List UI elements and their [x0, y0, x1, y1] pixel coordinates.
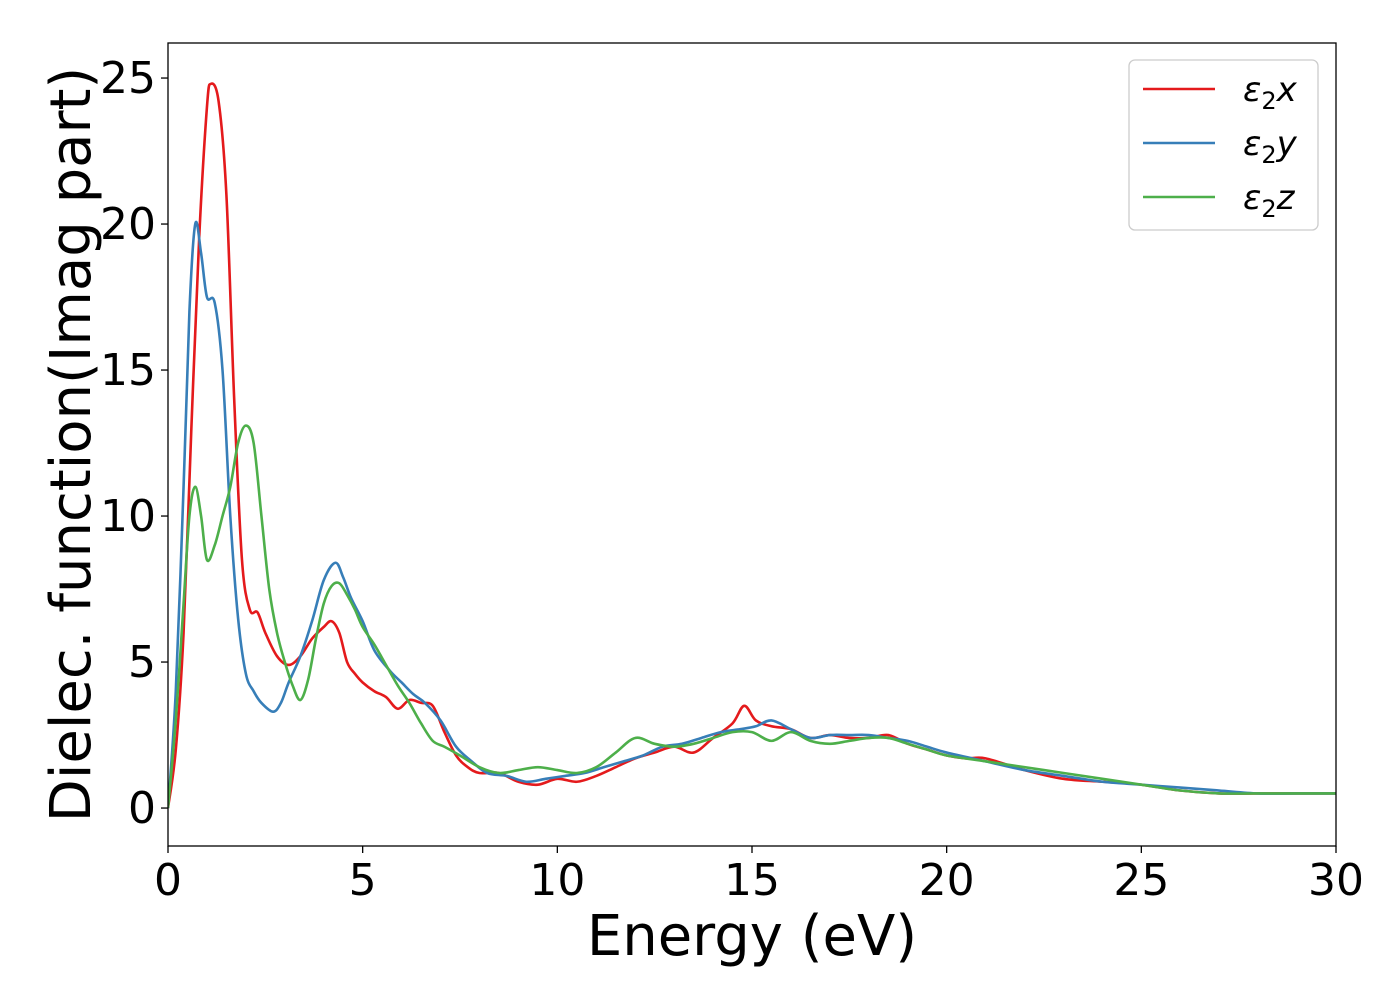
y-tick-label: 10 — [100, 491, 156, 542]
x-tick-label: 25 — [1113, 855, 1169, 906]
x-tick-label: 10 — [529, 855, 585, 906]
legend-label-x: ε2x — [1243, 70, 1298, 115]
series-line-z — [168, 424, 1336, 809]
y-axis-label: Dielec. function(Imag part) — [39, 67, 104, 823]
x-tick-label: 0 — [154, 855, 182, 906]
series-line-y — [168, 220, 1336, 809]
x-tick-label: 5 — [349, 855, 377, 906]
legend-label-y: ε2y — [1243, 124, 1298, 169]
y-tick-label: 15 — [100, 345, 156, 396]
x-axis-label: Energy (eV) — [587, 904, 917, 969]
x-axis-ticks: 0 5 10 15 20 25 30 — [154, 846, 1364, 906]
x-tick-label: 30 — [1308, 855, 1364, 906]
x-tick-label: 20 — [919, 855, 975, 906]
legend-box — [1128, 59, 1319, 231]
legend-label-z: ε2z — [1243, 178, 1296, 223]
y-axis-ticks: 0 5 10 15 20 25 — [100, 53, 168, 834]
plot-lines — [168, 82, 1336, 809]
y-tick-label: 20 — [100, 199, 156, 250]
y-tick-label: 5 — [128, 637, 156, 688]
y-tick-label: 0 — [128, 783, 156, 834]
y-tick-label: 25 — [100, 53, 156, 104]
x-tick-label: 15 — [724, 855, 780, 906]
legend: ε2x ε2y ε2z — [1128, 59, 1319, 231]
